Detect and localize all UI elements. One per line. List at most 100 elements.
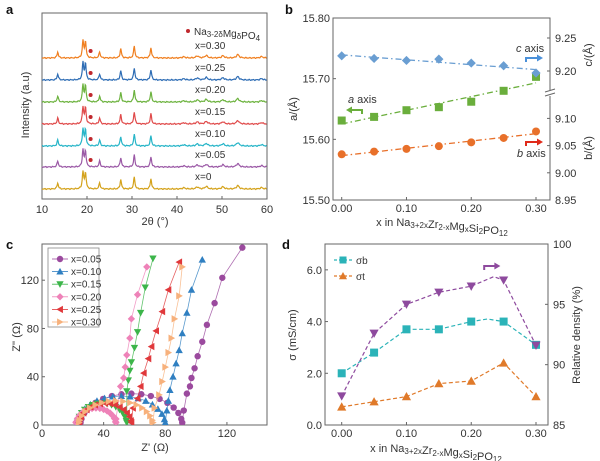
data-point <box>434 142 443 151</box>
xrd-trace <box>41 39 267 60</box>
y-left-tick-label: 2.0 <box>307 368 322 380</box>
data-point <box>466 58 476 68</box>
x-tick-label: 60 <box>261 204 273 216</box>
data-point <box>176 292 183 300</box>
data-point <box>370 147 379 156</box>
a-axis-arrow-head <box>346 106 352 114</box>
data-point <box>194 353 201 360</box>
formula-part: x <box>465 225 469 234</box>
legend-marker <box>56 267 64 275</box>
y-left-tick-label: 0.0 <box>307 420 322 432</box>
data-point <box>164 397 173 404</box>
data-point <box>179 419 186 425</box>
data-point <box>183 309 191 316</box>
data-point <box>183 390 191 397</box>
data-point <box>120 405 127 414</box>
formula-part: Zr <box>428 219 439 231</box>
legend-marker <box>56 255 64 263</box>
formula-part: x in Na <box>370 443 405 455</box>
data-point <box>121 413 129 421</box>
data-point <box>175 409 182 417</box>
data-point <box>369 53 379 64</box>
data-point <box>169 373 177 380</box>
panel-label-b: b <box>285 2 293 17</box>
data-point <box>434 288 444 297</box>
data-point <box>139 404 146 412</box>
data-point <box>499 358 509 367</box>
data-point <box>133 401 141 409</box>
data-point <box>156 391 163 399</box>
data-point <box>152 327 159 335</box>
data-point <box>150 418 157 425</box>
data-point <box>147 342 155 351</box>
series-line <box>341 318 537 374</box>
legend-marker <box>338 271 348 280</box>
impurity-marker <box>88 137 93 141</box>
formula-part: δ <box>237 32 242 41</box>
data-point <box>531 391 541 401</box>
xrd-trace <box>41 147 267 169</box>
data-point <box>117 392 126 399</box>
data-point <box>499 86 508 95</box>
formula-part: 3-2δ <box>207 30 224 39</box>
data-point <box>147 412 154 420</box>
data-point <box>434 325 443 334</box>
formula-part: x in Na <box>376 217 411 229</box>
legend-label: x=0.10 <box>71 267 102 278</box>
data-point <box>123 351 131 359</box>
x-tick-label: 20 <box>81 204 93 216</box>
x-tick-label: 0.10 <box>396 428 417 440</box>
formula-part: PO <box>241 31 256 42</box>
y-right-tick-label: 90 <box>553 360 565 372</box>
panel-label-a: a <box>6 2 14 17</box>
data-point <box>166 386 174 393</box>
data-point <box>86 404 94 412</box>
trace-label: x=0.10 <box>195 129 226 140</box>
data-point <box>199 338 206 345</box>
data-point <box>133 329 142 336</box>
xrd-plot-area <box>41 12 268 200</box>
b-axis-arrow-shaft <box>525 141 539 146</box>
data-point <box>159 377 166 386</box>
data-point <box>337 402 347 411</box>
data-point <box>143 263 151 271</box>
data-point <box>401 300 412 309</box>
x-tick-label: 0.30 <box>525 203 546 215</box>
legend-label: x=0.20 <box>71 292 102 303</box>
a-axis-arrow-shaft <box>350 109 363 114</box>
data-point <box>121 363 129 371</box>
data-point <box>434 103 443 112</box>
density-axis-arrow-head <box>494 262 501 270</box>
data-point <box>369 397 379 406</box>
formula-part: 4 <box>256 34 261 43</box>
legend-marker <box>56 293 64 301</box>
formula-part: Na <box>194 27 207 38</box>
data-point <box>149 255 157 263</box>
data-point <box>113 397 120 405</box>
data-point <box>124 377 132 385</box>
formula-part: 2-x <box>432 449 443 458</box>
data-point <box>168 334 176 342</box>
xrd-trace <box>41 60 267 82</box>
y-right-bottom-axis-label: b/(Å) <box>582 136 595 160</box>
formula-part: 2 <box>479 227 484 236</box>
data-point <box>467 317 476 326</box>
data-point <box>163 406 171 414</box>
data-point <box>154 405 162 412</box>
formula-part: Si <box>469 223 479 235</box>
formula-part: 12 <box>493 455 502 461</box>
data-point <box>160 415 169 423</box>
data-point <box>198 256 206 263</box>
x-axis-label: Z' (Ω) <box>141 442 168 454</box>
formula-part: 12 <box>499 229 508 238</box>
data-point <box>171 315 179 323</box>
data-point <box>162 363 169 371</box>
y-right-tick-label: 9.05 <box>555 141 576 153</box>
data-point <box>180 407 187 414</box>
data-point <box>203 321 211 329</box>
trace-label: x=0.25 <box>195 63 226 74</box>
data-point <box>434 379 444 388</box>
data-point <box>126 334 134 342</box>
formula-part: Mg <box>223 29 237 40</box>
a-axis-annotation: a axis <box>348 94 377 106</box>
